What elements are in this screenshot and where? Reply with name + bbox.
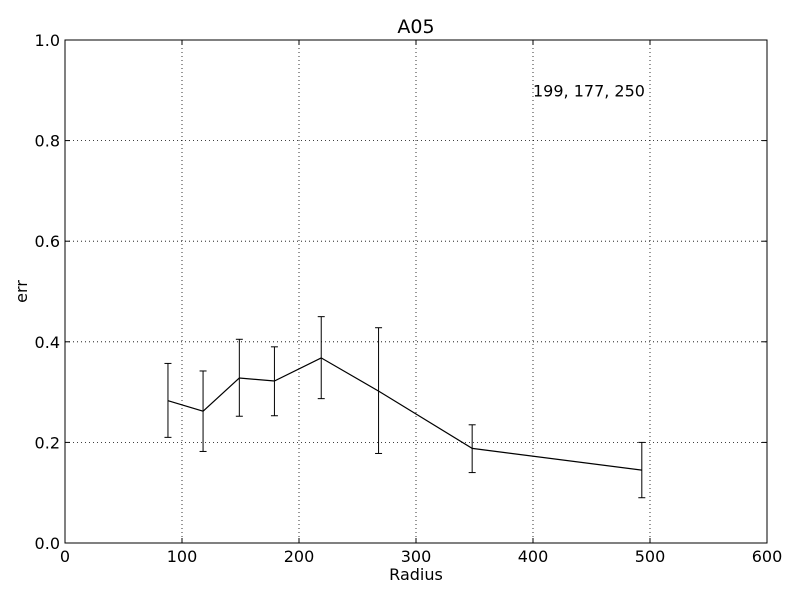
y-axis-label: err — [12, 280, 31, 303]
error-bar — [235, 338, 243, 417]
error-bar — [468, 424, 476, 474]
y-tick-label: 0.0 — [35, 534, 60, 553]
y-tick-label: 0.4 — [35, 333, 60, 352]
error-bar — [199, 370, 207, 452]
x-tick-label: 0 — [60, 547, 70, 566]
y-tick-label: 0.6 — [35, 232, 60, 251]
x-tick-label: 100 — [167, 547, 198, 566]
error-bar — [375, 327, 383, 454]
error-bar — [317, 316, 325, 400]
x-tick-label: 400 — [518, 547, 549, 566]
y-tick-label: 1.0 — [35, 31, 60, 50]
x-axis-label: Radius — [389, 565, 443, 584]
annotation-text: 199, 177, 250 — [533, 81, 645, 100]
error-bar — [270, 346, 278, 417]
series-layer — [164, 316, 646, 499]
series-line — [167, 357, 642, 471]
y-tick-label: 0.2 — [35, 433, 60, 452]
error-bar — [638, 441, 646, 499]
x-tick-label: 200 — [284, 547, 315, 566]
chart-title: A05 — [397, 16, 434, 38]
grid — [65, 40, 767, 543]
ticks: 0 100 200 300 400 500 600 0.0 0.2 0.4 0.6 0.8 1.0 — [35, 31, 783, 566]
error-bar — [164, 362, 172, 438]
x-tick-label: 500 — [635, 547, 666, 566]
x-tick-label: 300 — [401, 547, 432, 566]
y-tick-label: 0.8 — [35, 132, 60, 151]
x-tick-label: 600 — [752, 547, 783, 566]
